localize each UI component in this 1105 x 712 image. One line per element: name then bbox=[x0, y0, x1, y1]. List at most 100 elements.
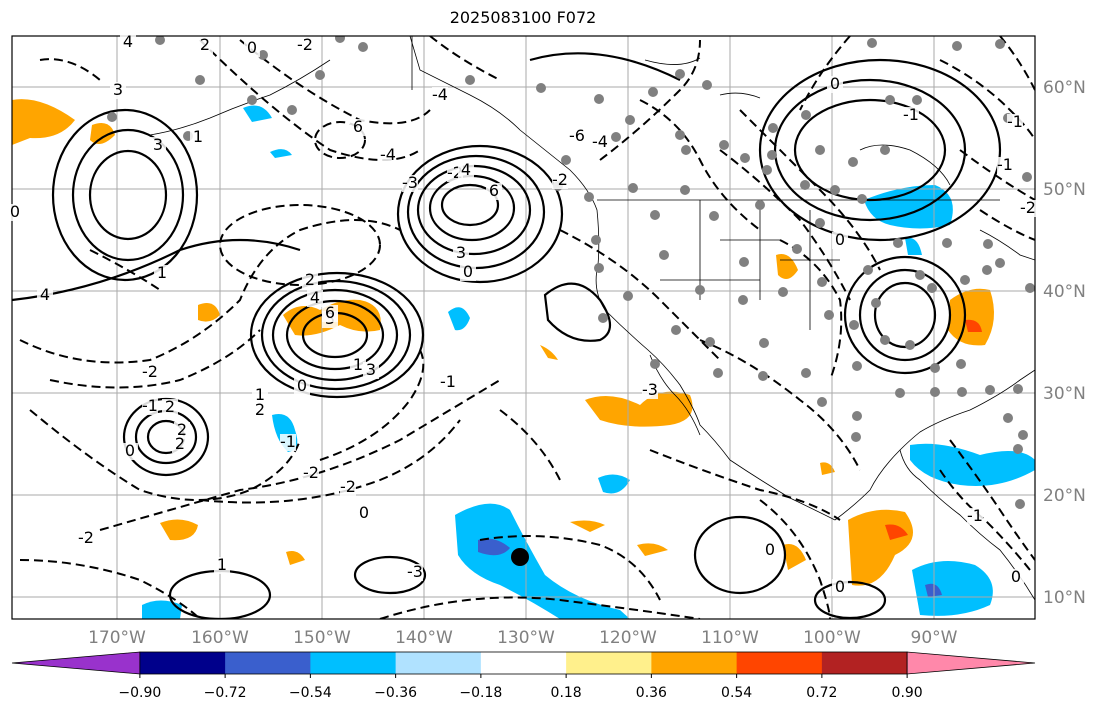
contour-label: 6 bbox=[353, 117, 363, 136]
contour-label-bg bbox=[762, 542, 778, 559]
contour-label: 3 bbox=[153, 135, 163, 154]
colorbar-segment bbox=[310, 652, 397, 674]
latitude-labels: 60°N 50°N 40°N 30°N 20°N 10°N bbox=[1043, 78, 1086, 608]
colorbar-segment bbox=[651, 652, 738, 674]
contours-negative bbox=[19, 36, 1035, 619]
colorbar-segment bbox=[480, 652, 567, 674]
contour-label: 2 bbox=[200, 35, 210, 54]
contour-label: 0 bbox=[835, 577, 845, 596]
contour-label: 4 bbox=[123, 32, 133, 51]
map-title: 2025083100 F072 bbox=[449, 8, 597, 27]
contour-label-bg bbox=[1020, 200, 1036, 217]
contour-label: 0 bbox=[835, 230, 845, 249]
contour-label: -2 bbox=[1020, 198, 1036, 217]
contour-label-bg bbox=[244, 40, 260, 57]
station-dots bbox=[107, 36, 1035, 509]
contour-label-bg bbox=[340, 479, 356, 496]
colorbar: −0.90 −0.72 −0.54 −0.36 −0.18 0.18 0.36 0.54 0.7… bbox=[11, 651, 1036, 701]
longitude-label: 130°W bbox=[497, 628, 555, 648]
longitude-label: 150°W bbox=[293, 628, 351, 648]
contour-label-bg bbox=[832, 232, 848, 249]
colorbar-segment bbox=[139, 652, 226, 674]
contour-label-bg bbox=[903, 107, 919, 124]
contour-label: 0 bbox=[10, 202, 20, 221]
latitude-label: 50°N bbox=[1043, 180, 1086, 200]
contour-label-bg bbox=[402, 175, 418, 192]
colorbar-segment bbox=[566, 652, 652, 674]
contour-label-bg bbox=[350, 357, 366, 374]
contour-label: -1 bbox=[967, 506, 983, 525]
contour-label-bg bbox=[440, 374, 456, 391]
longitude-labels: 170°W 160°W 150°W 140°W 130°W 120°W 110°W 100°W… bbox=[88, 628, 958, 648]
storm-center-marker bbox=[511, 548, 529, 566]
contour-label-bg bbox=[162, 399, 178, 416]
contour-label-bg bbox=[142, 398, 158, 415]
contour-label-bg bbox=[294, 378, 310, 395]
contour-label-bg bbox=[460, 264, 476, 281]
contour-label-bg bbox=[363, 362, 379, 379]
contour-label-bg bbox=[150, 137, 166, 154]
contour-label: 0 bbox=[247, 38, 257, 57]
contour-label: -3 bbox=[407, 562, 423, 581]
contour-label-bg bbox=[37, 287, 53, 304]
contour-label-bg bbox=[7, 204, 23, 221]
colorbar-extend-high bbox=[906, 651, 1036, 675]
contour-label: -1 bbox=[280, 432, 296, 451]
contour-label: 3 bbox=[113, 80, 123, 99]
contour-label-bg bbox=[458, 162, 474, 179]
contour-label: -4 bbox=[432, 85, 448, 104]
contour-label-bg bbox=[280, 434, 296, 451]
contour-label: -1 bbox=[997, 155, 1013, 174]
longitude-label: 90°W bbox=[911, 628, 958, 648]
contour-label-bg bbox=[1008, 569, 1024, 586]
colorbar-extend-low bbox=[11, 651, 141, 675]
contour-label: -3 bbox=[642, 380, 658, 399]
contour-label: 0 bbox=[1011, 567, 1021, 586]
coastlines bbox=[149, 36, 1035, 601]
colorbar-segment bbox=[736, 652, 823, 674]
contour-label-bg bbox=[142, 364, 158, 381]
contour-label-bg bbox=[110, 82, 126, 99]
contour-label-bg bbox=[827, 76, 843, 93]
contour-label-bg bbox=[174, 422, 190, 439]
contour-label-bg bbox=[432, 87, 448, 104]
contour-label: -4 bbox=[592, 132, 608, 151]
longitude-label: 110°W bbox=[701, 628, 759, 648]
contour-label-bg bbox=[120, 34, 136, 51]
contour-label: 0 bbox=[125, 441, 135, 460]
latitude-label: 30°N bbox=[1043, 384, 1086, 404]
contour-label: 2 bbox=[175, 434, 185, 453]
contour-label: 3 bbox=[456, 243, 466, 262]
contour-label-bg bbox=[122, 443, 138, 460]
contour-label: 4 bbox=[310, 288, 320, 307]
contour-label: 0 bbox=[765, 540, 775, 559]
contour-label: -2 bbox=[297, 35, 313, 54]
contour-label: 1 bbox=[193, 127, 203, 146]
contour-label-bg bbox=[322, 305, 338, 322]
colorbar-tick-label: 0.18 bbox=[551, 685, 582, 701]
longitude-label: 160°W bbox=[191, 628, 249, 648]
latitude-label: 10°N bbox=[1043, 588, 1086, 608]
contour-label: 4 bbox=[40, 285, 50, 304]
contour-label: 2 bbox=[255, 400, 265, 419]
colorbar-frame bbox=[139, 651, 908, 675]
contour-label: 0 bbox=[297, 376, 307, 395]
contour-label: -2 bbox=[552, 170, 568, 189]
contour-label-bg bbox=[78, 530, 94, 547]
longitude-label: 100°W bbox=[803, 628, 861, 648]
contour-label: -6 bbox=[569, 126, 585, 145]
contour-label-bg bbox=[453, 245, 469, 262]
contour-label-bg bbox=[297, 37, 313, 54]
contour-label: 2 bbox=[305, 270, 315, 289]
contour-label: 1 bbox=[255, 385, 265, 404]
contour-label-bg bbox=[642, 382, 658, 399]
contour-label-bg bbox=[350, 119, 366, 136]
contour-label-bg bbox=[197, 37, 213, 54]
graticule bbox=[12, 36, 1035, 619]
contour-label-bg bbox=[592, 134, 608, 151]
contour-label-bg bbox=[252, 387, 268, 404]
contour-label-bg bbox=[172, 436, 188, 453]
colorbar-tick-label: −0.54 bbox=[289, 685, 332, 701]
contour-label: -1 bbox=[1007, 112, 1023, 131]
